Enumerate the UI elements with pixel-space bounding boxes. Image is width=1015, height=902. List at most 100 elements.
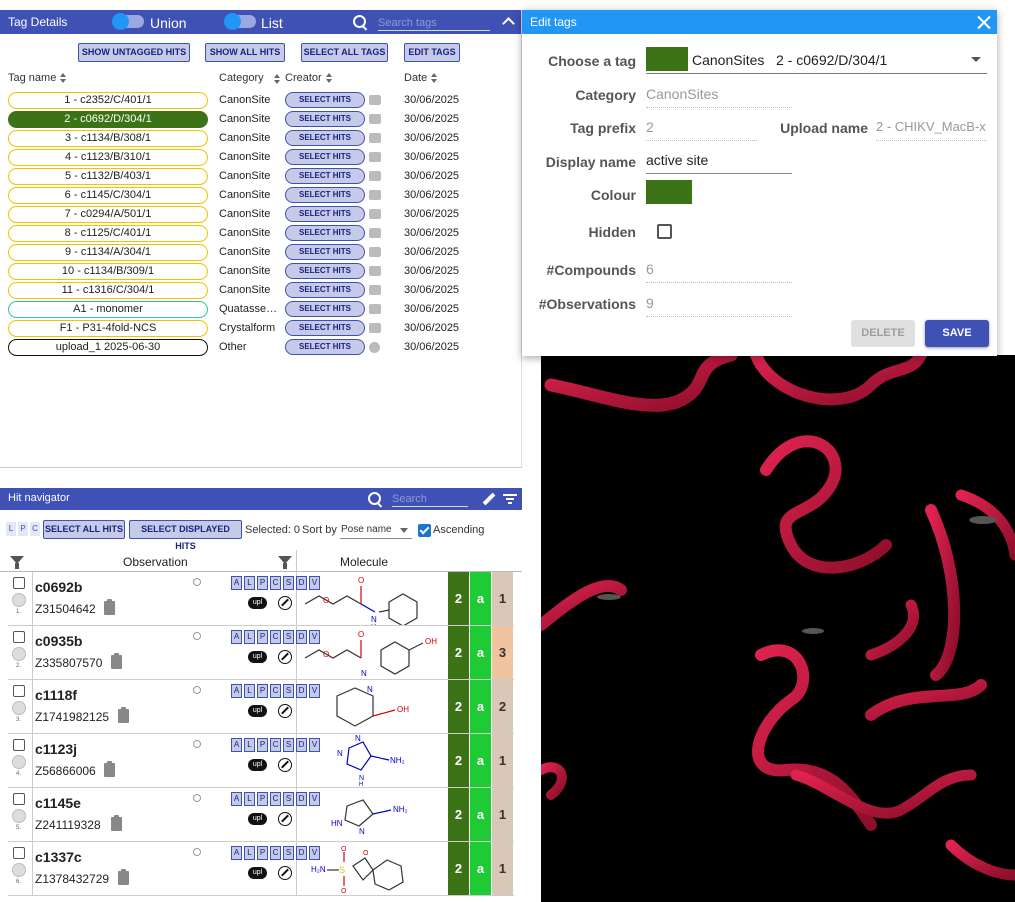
flag-s-toggle[interactable]: S [283, 684, 294, 698]
flag-d-toggle[interactable]: D [296, 630, 307, 644]
row-radio[interactable] [12, 755, 26, 769]
flag-p-toggle[interactable]: P [257, 738, 268, 752]
molecule-3d-viewer[interactable] [541, 355, 1015, 902]
sort-icon[interactable] [60, 73, 67, 84]
pencil-icon[interactable] [482, 492, 496, 506]
target-icon[interactable] [193, 578, 201, 586]
select-hits-button[interactable]: SELECT HITS [285, 320, 365, 336]
select-displayed-hits-button[interactable]: SELECT DISPLAYED HITS [129, 520, 242, 551]
row-filter-icon[interactable] [10, 556, 24, 569]
comment-icon[interactable] [369, 190, 381, 200]
observation-name[interactable]: c1118f [35, 687, 78, 703]
col-tag-name[interactable]: Tag name [8, 72, 67, 84]
clipboard-icon[interactable] [111, 653, 122, 669]
row-checkbox[interactable] [13, 577, 25, 589]
comment-icon[interactable] [369, 114, 381, 124]
select-hits-button[interactable]: SELECT HITS [285, 168, 365, 184]
clipboard-icon[interactable] [104, 761, 115, 777]
flag-d-toggle[interactable]: D [296, 738, 307, 752]
upl-badge[interactable]: upl [248, 867, 267, 879]
tag-chip[interactable]: 8 - c1125/C/401/1 [8, 225, 208, 242]
comment-icon[interactable] [369, 152, 381, 162]
select-hits-button[interactable]: SELECT HITS [285, 301, 365, 317]
collapse-chevron-icon[interactable] [502, 17, 515, 30]
row-radio[interactable] [12, 701, 26, 715]
comment-icon[interactable] [369, 228, 381, 238]
flag-v-toggle[interactable]: V [309, 576, 320, 590]
row-checkbox[interactable] [13, 793, 25, 805]
flag-l-toggle[interactable]: L [244, 792, 255, 806]
select-hits-button[interactable]: SELECT HITS [285, 206, 365, 222]
observation-filter-icon[interactable] [278, 556, 292, 569]
select-hits-button[interactable]: SELECT HITS [285, 225, 365, 241]
observation-name[interactable]: c1145e [35, 795, 81, 811]
flag-a-toggle[interactable]: A [231, 738, 242, 752]
lpc-p-toggle[interactable]: P [18, 522, 28, 536]
target-icon[interactable] [193, 632, 201, 640]
flag-d-toggle[interactable]: D [296, 792, 307, 806]
display-name-field[interactable]: active site [646, 152, 792, 174]
comment-icon[interactable] [369, 323, 381, 333]
search-icon[interactable] [353, 15, 367, 29]
target-icon[interactable] [193, 848, 201, 856]
flag-p-toggle[interactable]: P [257, 846, 268, 860]
sort-icon[interactable] [325, 73, 332, 84]
flag-v-toggle[interactable]: V [309, 792, 320, 806]
tag-chip[interactable]: F1 - P31-4fold-NCS [8, 320, 208, 337]
tag-chip[interactable]: 3 - c1134/B/308/1 [8, 130, 208, 147]
choose-tag-select[interactable]: CanonSites 2 - c0692/D/304/1 [646, 46, 987, 74]
edit-pencil-icon[interactable] [278, 758, 292, 772]
hidden-checkbox[interactable] [657, 224, 672, 239]
flag-l-toggle[interactable]: L [244, 684, 255, 698]
select-hits-button[interactable]: SELECT HITS [285, 130, 365, 146]
tag-chip[interactable]: upload_1 2025-06-30 [8, 339, 208, 356]
observation-name[interactable]: c1337c [35, 849, 82, 865]
col-creator[interactable]: Creator [285, 72, 332, 84]
flag-l-toggle[interactable]: L [244, 630, 255, 644]
select-hits-button[interactable]: SELECT HITS [285, 282, 365, 298]
row-checkbox[interactable] [13, 685, 25, 697]
select-all-hits-button[interactable]: SELECT ALL HITS [43, 520, 125, 539]
delete-button[interactable]: DELETE [851, 320, 915, 347]
lpc-l-toggle[interactable]: L [6, 522, 16, 536]
flag-a-toggle[interactable]: A [231, 846, 242, 860]
flag-s-toggle[interactable]: S [283, 792, 294, 806]
edit-pencil-icon[interactable] [278, 866, 292, 880]
target-icon[interactable] [193, 740, 201, 748]
observation-name[interactable]: c0935b [35, 633, 83, 649]
sort-select[interactable]: Pose name [340, 523, 412, 539]
tag-search-input[interactable] [378, 15, 490, 31]
flag-l-toggle[interactable]: L [244, 846, 255, 860]
tag-prefix-field[interactable]: 2 [646, 119, 757, 141]
flag-a-toggle[interactable]: A [231, 684, 242, 698]
edit-pencil-icon[interactable] [278, 596, 292, 610]
target-icon[interactable] [193, 794, 201, 802]
flag-a-toggle[interactable]: A [231, 792, 242, 806]
tag-chip[interactable]: 2 - c0692/D/304/1 [8, 111, 208, 128]
flag-d-toggle[interactable]: D [296, 846, 307, 860]
edit-pencil-icon[interactable] [278, 812, 292, 826]
row-checkbox[interactable] [13, 739, 25, 751]
comment-icon[interactable] [369, 266, 381, 276]
flag-c-toggle[interactable]: C [270, 846, 281, 860]
flag-c-toggle[interactable]: C [270, 738, 281, 752]
flag-p-toggle[interactable]: P [257, 684, 268, 698]
comment-icon[interactable] [369, 342, 380, 353]
observation-name[interactable]: c0692b [35, 579, 83, 595]
clipboard-icon[interactable] [111, 815, 122, 831]
colour-picker[interactable] [646, 180, 692, 204]
upl-badge[interactable]: upl [248, 759, 267, 771]
lpc-c-toggle[interactable]: C [30, 522, 40, 536]
close-icon[interactable] [977, 15, 991, 29]
clipboard-icon[interactable] [104, 599, 115, 615]
upl-badge[interactable]: upl [248, 651, 267, 663]
select-hits-button[interactable]: SELECT HITS [285, 92, 365, 108]
comment-icon[interactable] [369, 133, 381, 143]
clipboard-icon[interactable] [118, 869, 129, 885]
comment-icon[interactable] [369, 285, 381, 295]
tag-chip[interactable]: 5 - c1132/B/403/1 [8, 168, 208, 185]
flag-c-toggle[interactable]: C [270, 576, 281, 590]
flag-p-toggle[interactable]: P [257, 630, 268, 644]
upload-name-field[interactable]: 2 - CHIKV_MacB-x [876, 119, 987, 141]
show-untagged-hits-button[interactable]: SHOW UNTAGGED HITS [78, 43, 190, 62]
